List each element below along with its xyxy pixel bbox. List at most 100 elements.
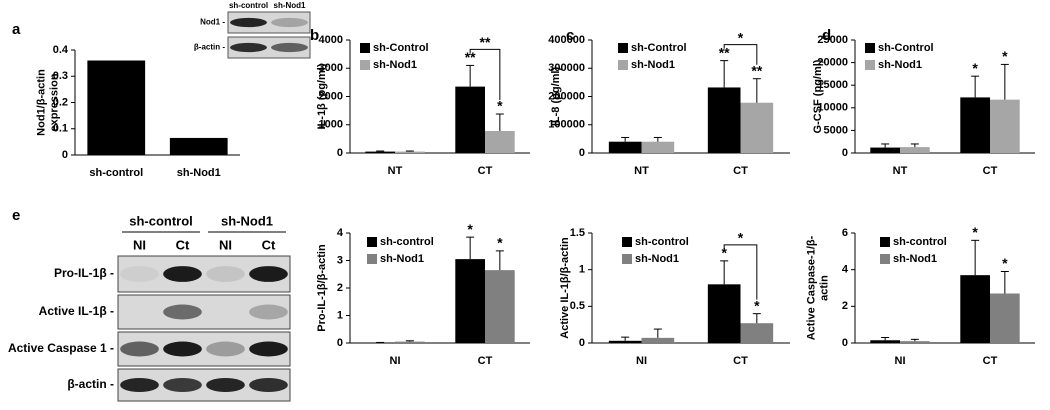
y-tick-label: 3000 [319,62,343,74]
blot-band [206,266,245,282]
group-label: sh-control [129,213,193,228]
bar [900,341,930,343]
lane-label: sh-control [229,1,268,10]
significance: * [721,245,727,261]
bar [608,141,642,153]
bar [395,341,425,343]
lane-label: Ct [176,237,190,252]
y-tick-label: 0.4 [53,44,69,56]
bar [990,99,1020,153]
y-tick-label: 3 [337,254,343,266]
y-tick-label: 4 [842,264,849,276]
x-tick-label: NT [634,165,649,177]
y-tick-label: 0 [337,337,343,349]
blot-band [206,377,245,393]
bar [740,323,774,343]
y-tick-label: 4 [337,227,344,239]
legend-label: sh-Nod1 [878,59,922,71]
blot-band [249,266,288,282]
x-tick-label: CT [983,165,998,177]
bar [169,137,228,155]
x-tick-label: NT [893,165,908,177]
bar [485,270,515,343]
x-tick-label: sh-control [89,167,143,179]
y-tick-label: 25000 [817,34,848,46]
y-tick-label: 0.3 [53,70,68,82]
blot-band [120,377,159,393]
bar [485,130,515,153]
legend-label: sh-control [380,236,434,248]
bracket-label: * [738,230,744,246]
significance: * [497,98,503,114]
y-tick-label: 300000 [548,62,585,74]
y-tick-label: 15000 [817,79,848,91]
legend-label: sh-Nod1 [631,59,675,71]
significance: * [1002,255,1008,271]
significance: * [972,224,978,240]
significance: * [467,221,473,237]
y-axis-label: IL-8 (pg/ml) [550,67,562,127]
blot-band [206,341,245,357]
lane-label: sh-Nod1 [274,1,307,10]
bar [707,87,741,153]
row-label: β-actin - [67,377,114,391]
blot-band [230,42,267,53]
x-tick-label: CT [478,165,493,177]
blot-band [120,341,159,357]
x-tick-label: NI [895,355,906,367]
legend-swatch [360,60,370,70]
legend-label: sh-control [635,236,689,248]
blot-row [227,36,311,59]
group-label: sh-Nod1 [221,213,273,228]
bar [455,259,485,343]
x-tick-label: CT [733,355,748,367]
bar [641,337,675,343]
legend-label: sh-Nod1 [635,253,679,265]
blot-band [230,17,267,28]
y-axis-label: expression [48,73,60,131]
bracket [469,48,501,101]
bar [740,102,774,153]
legend-swatch [367,237,377,247]
y-tick-label: 0.2 [53,96,68,108]
significance: ** [719,44,730,60]
bar [960,97,990,153]
significance: * [497,235,503,251]
lane-label: NI [133,237,146,252]
y-tick-label: 2 [337,282,343,294]
bracket [723,44,758,65]
x-tick-label: CT [733,165,748,177]
x-tick-label: CT [478,355,493,367]
y-axis-label: actin [818,275,830,301]
legend-label: sh-Control [878,42,934,54]
y-tick-label: 100000 [548,119,585,131]
y-tick-label: 0.1 [53,123,68,135]
legend-swatch [618,43,628,53]
y-tick-label: 1000 [319,119,343,131]
bar [870,340,900,343]
y-axis-label: IL-1β (pg/ml) [316,63,328,129]
bar [960,275,990,343]
significance: * [972,60,978,76]
y-axis-label: Active Caspase-1/β- [805,235,817,340]
y-tick-label: 400000 [548,34,585,46]
y-tick-label: 2 [842,300,848,312]
legend-swatch [880,237,890,247]
bracket [723,244,758,300]
bar [87,60,146,155]
panel-letter: c [566,27,574,44]
y-axis-label: Nod1/β-actin [35,69,47,136]
lane-label: Ct [262,237,276,252]
y-tick-label: 200000 [548,90,585,102]
legend-swatch [880,254,890,264]
bar [455,86,485,153]
row-label: β-actin - [194,43,225,52]
blot-band [249,377,288,393]
legend-label: sh-Nod1 [893,253,937,265]
legend-swatch [618,60,628,70]
legend-label: sh-control [893,236,947,248]
blot-band [120,266,159,282]
x-tick-label: NI [390,355,401,367]
y-tick-label: 0 [842,147,848,159]
blot-row [117,294,291,330]
